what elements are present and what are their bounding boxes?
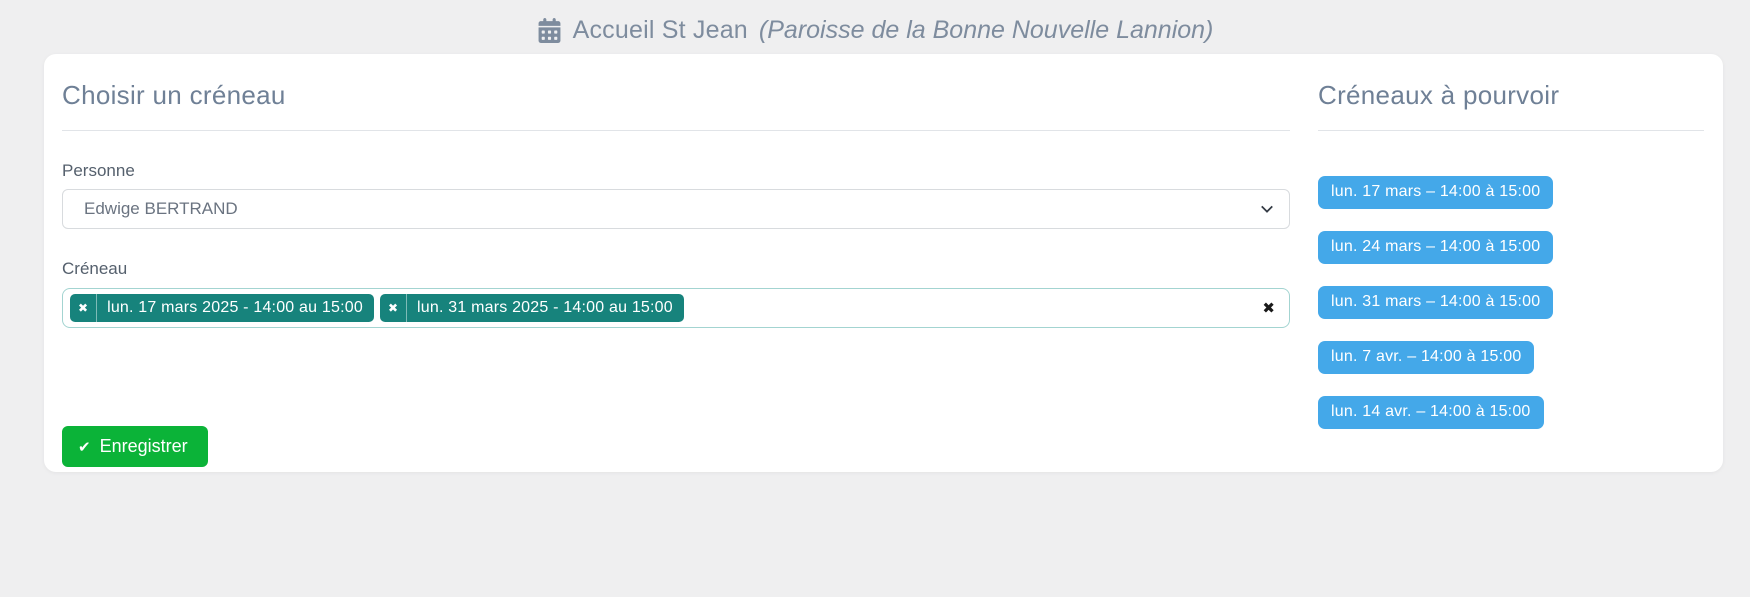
available-slot-list: lun. 17 mars – 14:00 à 15:00 lun. 24 mar… [1318, 176, 1704, 451]
clear-field-icon[interactable]: ✖ [1262, 299, 1275, 317]
selected-slot-tag-label: lun. 17 mars 2025 - 14:00 au 15:00 [107, 299, 363, 316]
page-title: Accueil St Jean [572, 15, 748, 44]
available-slots-title: Créneaux à pourvoir [1318, 80, 1560, 110]
remove-tag-icon[interactable]: ✖ [380, 294, 407, 322]
calendar-icon [537, 17, 562, 43]
booking-card: Choisir un créneau Personne Edwige BERTR… [44, 54, 1723, 472]
choose-slot-title: Choisir un créneau [62, 80, 286, 110]
save-button-label: Enregistrer [99, 436, 188, 456]
available-slot-badge[interactable]: lun. 17 mars – 14:00 à 15:00 [1318, 176, 1554, 209]
slot-multiselect[interactable]: ✖ lun. 17 mars 2025 - 14:00 au 15:00 ✖ l… [62, 288, 1290, 328]
available-slot-badge[interactable]: lun. 14 avr. – 14:00 à 15:00 [1318, 396, 1544, 429]
right-divider [1318, 130, 1704, 131]
save-button[interactable]: ✔ Enregistrer [62, 426, 208, 467]
selected-slot-tag-label: lun. 31 mars 2025 - 14:00 au 15:00 [417, 299, 673, 316]
choose-slot-section: Choisir un créneau Personne Edwige BERTR… [62, 76, 1290, 467]
left-divider [62, 130, 1290, 131]
check-icon: ✔ [78, 438, 91, 456]
person-label: Personne [62, 161, 135, 180]
slot-label: Créneau [62, 259, 128, 278]
selected-slot-tag: ✖ lun. 31 mars 2025 - 14:00 au 15:00 [379, 294, 684, 322]
available-slots-section: Créneaux à pourvoir lun. 17 mars – 14:00… [1318, 76, 1704, 452]
page-subtitle: (Paroisse de la Bonne Nouvelle Lannion) [758, 15, 1214, 44]
person-select-value: Edwige BERTRAND [84, 199, 238, 218]
page-header: Accueil St Jean (Paroisse de la Bonne No… [0, 0, 1750, 54]
available-slot-badge[interactable]: lun. 7 avr. – 14:00 à 15:00 [1318, 341, 1535, 374]
selected-slot-tag: ✖ lun. 17 mars 2025 - 14:00 au 15:00 [70, 294, 374, 322]
available-slot-badge[interactable]: lun. 31 mars – 14:00 à 15:00 [1318, 286, 1554, 319]
available-slot-badge[interactable]: lun. 24 mars – 14:00 à 15:00 [1318, 231, 1554, 264]
person-select[interactable]: Edwige BERTRAND [62, 189, 1290, 229]
selected-slot-tags: ✖ lun. 17 mars 2025 - 14:00 au 15:00 ✖ l… [67, 291, 687, 325]
chevron-down-icon [1260, 202, 1274, 216]
remove-tag-icon[interactable]: ✖ [70, 294, 98, 322]
